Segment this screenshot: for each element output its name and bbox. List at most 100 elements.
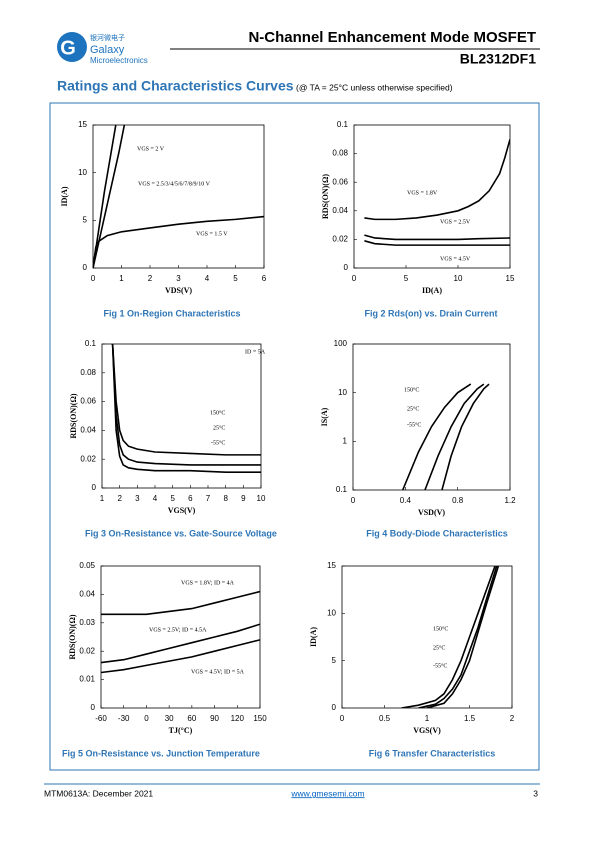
x-tick-label: 5 xyxy=(170,494,175,503)
curve-label: -55°C xyxy=(407,421,421,428)
curve-label: -55°C xyxy=(211,439,225,446)
x-tick-label: 2 xyxy=(510,714,515,723)
y-tick-label: 1 xyxy=(343,436,348,445)
x-tick-label: 30 xyxy=(165,714,174,723)
y-axis-label: ID(A) xyxy=(60,186,69,206)
curve xyxy=(101,623,260,664)
y-tick-label: 0.08 xyxy=(332,149,348,158)
section-condition: (@ TA = 25°C unless otherwise specified) xyxy=(296,82,453,92)
figure-caption: Fig 2 Rds(on) vs. Drain Current xyxy=(364,308,497,318)
y-tick-label: 0.05 xyxy=(79,561,95,570)
figure-frame xyxy=(49,102,540,771)
x-tick-label: 0.5 xyxy=(379,714,391,723)
x-tick-label: 0.8 xyxy=(452,496,464,505)
y-axis-label: RDS(ON)(Ω) xyxy=(69,393,78,438)
curve xyxy=(401,383,472,490)
section-title: Ratings and Characteristics Curves xyxy=(57,78,294,94)
x-tick-label: 2 xyxy=(148,274,153,283)
x-tick-label: 2 xyxy=(117,494,122,503)
y-tick-label: 10 xyxy=(338,388,347,397)
x-tick-label: 120 xyxy=(231,714,245,723)
curve-label: VGS = 1.5 V xyxy=(196,231,228,237)
x-tick-label: 5 xyxy=(233,274,238,283)
x-tick-label: 90 xyxy=(210,714,219,723)
curve xyxy=(101,590,260,616)
y-axis-label: IS(A) xyxy=(320,407,329,426)
x-tick-label: -60 xyxy=(95,714,107,723)
curve-label: VGS = 2.5/3/4/5/6/7/8/9/10 V xyxy=(138,181,211,187)
y-axis-label: RDS(ON)(Ω) xyxy=(321,174,330,219)
page-number: 3 xyxy=(533,788,538,798)
logo-cn: 银河微电子 xyxy=(90,33,125,42)
x-tick-label: 1.2 xyxy=(504,496,516,505)
x-axis-label: VGS(V) xyxy=(413,726,441,735)
y-tick-label: 15 xyxy=(78,120,87,129)
curve-label: VGS = 2.5V; ID = 4.5A xyxy=(149,627,207,633)
x-tick-label: 1.5 xyxy=(464,714,476,723)
curve xyxy=(424,383,485,490)
x-tick-label: 9 xyxy=(241,494,246,503)
curve xyxy=(401,566,496,708)
y-tick-label: 0 xyxy=(91,703,96,712)
x-tick-label: 6 xyxy=(188,494,193,503)
x-axis-label: VDS(V) xyxy=(165,286,192,295)
y-tick-label: 0 xyxy=(344,263,349,272)
x-tick-label: 5 xyxy=(404,274,409,283)
x-axis-label: TJ(°C) xyxy=(169,726,193,735)
x-axis-label: ID(A) xyxy=(422,286,442,295)
figure-caption: Fig 3 On-Resistance vs. Gate-Source Volt… xyxy=(85,528,277,538)
curve-label: 150°C xyxy=(404,386,419,393)
x-tick-label: 0 xyxy=(340,714,345,723)
curve-label: VGS = 1.8V; ID = 4A xyxy=(181,580,235,586)
plot-frame xyxy=(92,124,265,269)
y-tick-label: 0.02 xyxy=(79,646,95,655)
curve xyxy=(418,566,498,708)
y-tick-label: 5 xyxy=(83,215,88,224)
plot-frame xyxy=(101,343,262,489)
curve xyxy=(93,215,264,268)
x-tick-label: 1 xyxy=(119,274,124,283)
x-tick-label: 0 xyxy=(91,274,96,283)
logo-name: Galaxy xyxy=(90,44,125,56)
curve xyxy=(364,234,510,241)
y-tick-label: 0.04 xyxy=(80,426,96,435)
doc-title: N-Channel Enhancement Mode MOSFET xyxy=(248,29,536,46)
y-axis-label: RDS(ON)(Ω) xyxy=(68,614,77,659)
curve-label: 25°C xyxy=(433,644,445,651)
curve-label: 150°C xyxy=(210,409,225,416)
curve xyxy=(101,639,260,674)
footer-doc: MTM0613A: December 2021 xyxy=(44,788,153,798)
y-tick-label: 0.1 xyxy=(85,339,97,348)
curve-label: 150°C xyxy=(433,625,448,632)
y-tick-label: 0.08 xyxy=(80,368,96,377)
curve xyxy=(364,240,510,246)
y-tick-label: 0.06 xyxy=(80,397,96,406)
y-tick-label: 0.1 xyxy=(337,120,349,129)
y-tick-label: 0.03 xyxy=(79,618,95,627)
figure-caption: Fig 5 On-Resistance vs. Junction Tempera… xyxy=(62,748,260,758)
y-tick-label: 10 xyxy=(327,608,336,617)
x-tick-label: 0.4 xyxy=(400,496,412,505)
y-tick-label: 0 xyxy=(92,483,97,492)
footer-link[interactable]: www.gmesemi.com xyxy=(290,788,364,798)
x-tick-label: 0 xyxy=(144,714,149,723)
x-axis-label: VSD(V) xyxy=(418,508,445,517)
y-tick-label: 0.01 xyxy=(79,675,95,684)
y-tick-label: 0.02 xyxy=(332,235,348,244)
curve-label: VGS = 2 V xyxy=(137,146,165,152)
y-tick-label: 0.06 xyxy=(332,177,348,186)
plot-frame xyxy=(100,565,261,709)
curve xyxy=(364,139,510,221)
curve xyxy=(441,383,490,490)
curve xyxy=(426,566,500,708)
x-tick-label: 15 xyxy=(506,274,515,283)
plot-frame xyxy=(352,343,511,491)
curve-label: VGS = 4.5V xyxy=(440,256,471,262)
curve-label: -55°C xyxy=(433,662,447,669)
curve-label: 25°C xyxy=(213,424,225,431)
curve-label: VGS = 2.5V xyxy=(440,219,471,225)
y-tick-label: 10 xyxy=(78,168,87,177)
curve xyxy=(93,125,117,268)
